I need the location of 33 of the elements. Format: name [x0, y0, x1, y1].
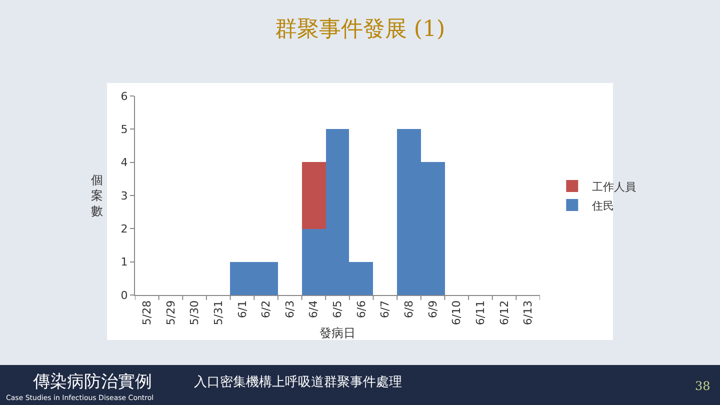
x-tick-label: 5/30 [188, 300, 202, 326]
x-tick-label: 6/10 [450, 300, 464, 326]
x-tick-label: 6/5 [331, 300, 344, 318]
chart-title: 群聚事件發展 (1) [274, 17, 446, 42]
x-tick-label: 5/28 [140, 300, 154, 326]
legend-label: 住民 [592, 199, 614, 212]
x-tick-label: 6/8 [402, 300, 416, 318]
y-axis-title: 個案數 [91, 173, 103, 218]
bar [302, 162, 326, 229]
text: 傳染病防治實例 [32, 372, 152, 392]
x-tick-label: 6/6 [354, 300, 368, 318]
x-tick-label: 5/31 [212, 300, 225, 326]
x-tick-label: 6/4 [307, 300, 320, 318]
y-tick-label: 3 [120, 189, 128, 202]
y-tick-label: 0 [120, 288, 128, 302]
y-tick-label: 4 [120, 156, 128, 170]
x-axis-title: 發病日 [320, 326, 356, 340]
text: 38 [695, 379, 710, 393]
y-tick-label: 5 [120, 123, 128, 136]
x-tick-label: 6/1 [236, 300, 249, 318]
x-tick-label: 5/29 [164, 300, 178, 326]
legend-label: 工作人員 [592, 180, 636, 194]
x-tick-label: 6/12 [498, 300, 511, 326]
x-tick-label: 6/11 [474, 300, 488, 326]
y-tick-label: 6 [120, 90, 128, 103]
x-tick-label: 6/7 [378, 300, 392, 318]
text: 入口密集機構上呼吸道群聚事件處理 [194, 375, 402, 390]
x-tick-label: 6/9 [426, 300, 440, 318]
x-tick-label: 6/3 [283, 300, 296, 318]
x-tick-label: 6/13 [522, 300, 535, 326]
x-tick-label: 6/2 [260, 300, 273, 318]
y-tick-label: 2 [120, 222, 128, 236]
y-tick-label: 1 [120, 256, 128, 269]
